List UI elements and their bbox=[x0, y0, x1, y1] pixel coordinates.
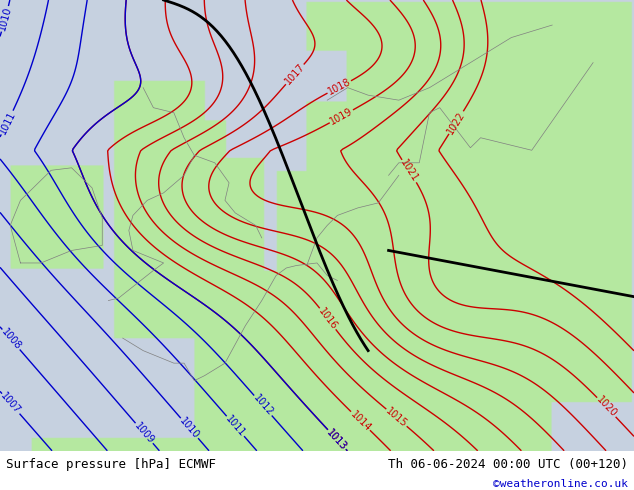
Text: 1014: 1014 bbox=[348, 409, 373, 433]
Text: 1011: 1011 bbox=[224, 414, 247, 439]
Text: 1010: 1010 bbox=[0, 6, 13, 32]
Text: 1013: 1013 bbox=[325, 427, 349, 452]
Text: 1007: 1007 bbox=[0, 391, 23, 416]
Text: 1019: 1019 bbox=[328, 106, 354, 127]
Text: 1018: 1018 bbox=[326, 77, 353, 97]
Text: 1012: 1012 bbox=[251, 393, 275, 418]
Text: 1011: 1011 bbox=[0, 109, 17, 136]
Text: 1010: 1010 bbox=[178, 416, 201, 441]
Text: ©weatheronline.co.uk: ©weatheronline.co.uk bbox=[493, 479, 628, 489]
Text: Th 06-06-2024 00:00 UTC (00+120): Th 06-06-2024 00:00 UTC (00+120) bbox=[387, 458, 628, 471]
Text: 1020: 1020 bbox=[594, 395, 619, 419]
Text: 1013: 1013 bbox=[325, 427, 349, 452]
Text: 1009: 1009 bbox=[133, 420, 156, 446]
Text: 1008: 1008 bbox=[0, 327, 23, 352]
Text: 1017: 1017 bbox=[283, 62, 307, 87]
Text: 1015: 1015 bbox=[384, 406, 409, 429]
Text: 1021: 1021 bbox=[398, 158, 420, 184]
Text: 1022: 1022 bbox=[445, 109, 467, 136]
Text: Surface pressure [hPa] ECMWF: Surface pressure [hPa] ECMWF bbox=[6, 458, 216, 471]
Text: 1016: 1016 bbox=[316, 306, 339, 332]
